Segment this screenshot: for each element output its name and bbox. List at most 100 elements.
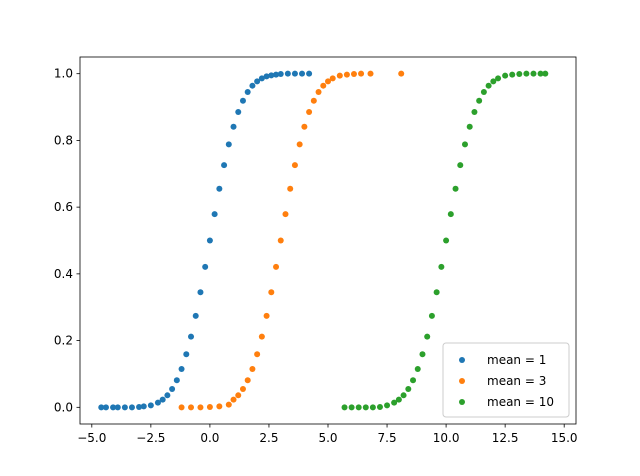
data-point [424,333,431,340]
data-point [216,185,223,192]
data-point [178,365,185,372]
data-point [225,141,232,148]
data-point [376,403,383,410]
data-point [480,89,487,96]
data-point [320,82,327,89]
legend-box [442,342,570,418]
data-point [211,211,218,218]
data-point [296,141,303,148]
data-point [306,70,313,77]
data-point [136,403,143,410]
data-point [355,404,362,411]
legend-marker [459,399,465,405]
data-point [183,351,190,358]
data-point [216,403,223,410]
data-point [400,392,407,399]
data-point [310,97,317,104]
data-point [419,351,426,358]
x-tick-label: −5.0 [77,431,106,445]
series-2 [178,70,405,411]
legend-label: mean = 1 [487,353,546,367]
data-point [414,365,421,372]
data-point [443,237,450,244]
data-point [154,399,161,406]
data-point [306,109,313,116]
data-point [301,123,308,130]
data-point [410,377,417,384]
data-point [476,97,483,104]
legend: mean = 1 mean = 3 mean = 10 [442,342,570,418]
data-point [263,73,270,80]
data-point [485,82,492,89]
data-point [121,404,128,411]
data-point [235,392,242,399]
plot-frame [79,56,577,425]
data-point [188,333,195,340]
data-point [343,71,350,78]
data-point [391,399,398,406]
data-point [197,404,204,411]
data-point [258,75,265,82]
data-point [284,70,291,77]
legend-marker [459,357,465,363]
data-point [433,289,440,296]
data-point [239,385,246,392]
data-point [169,385,176,392]
y-tick-label: 0.8 [54,133,73,147]
data-point [291,70,298,77]
data-point [192,312,199,319]
data-point [277,71,284,78]
data-point [490,78,497,85]
x-tick-label: 12.5 [492,431,519,445]
data-point [384,402,391,409]
data-point [329,75,336,82]
x-tick-label: 10.0 [433,431,460,445]
data-point [268,72,275,79]
data-point [516,71,523,78]
data-point [225,401,232,408]
series-layer [98,70,549,411]
data-point [447,211,454,218]
data-point [273,263,280,270]
data-point [398,70,405,77]
data-point [164,392,171,399]
data-point [530,70,537,77]
data-point [197,289,204,296]
data-point [369,404,376,411]
data-point [291,162,298,169]
data-point [235,109,242,116]
data-point [98,404,105,411]
data-point [367,70,374,77]
data-point [362,404,369,411]
data-point [277,237,284,244]
data-point [206,403,213,410]
data-point [249,82,256,89]
data-point [110,404,117,411]
data-point [537,70,544,77]
data-point [268,289,275,296]
data-point [102,404,109,411]
data-point [542,70,549,77]
data-point [466,123,473,130]
data-point [206,237,213,244]
data-point [128,404,135,411]
data-point [244,377,251,384]
y-tick-label: 0.6 [54,200,73,214]
data-point [140,403,147,410]
y-tick-label: 0.2 [54,334,73,348]
data-point [178,404,185,411]
data-point [249,365,256,372]
data-point [461,141,468,148]
data-point [147,402,154,409]
data-point [341,404,348,411]
legend-label: mean = 10 [487,395,554,409]
y-tick-label: 0.4 [54,267,73,281]
data-point [254,78,261,85]
data-point [239,97,246,104]
data-point [358,70,365,77]
data-point [509,71,516,78]
data-point [114,404,121,411]
data-point [395,396,402,403]
data-point [188,404,195,411]
